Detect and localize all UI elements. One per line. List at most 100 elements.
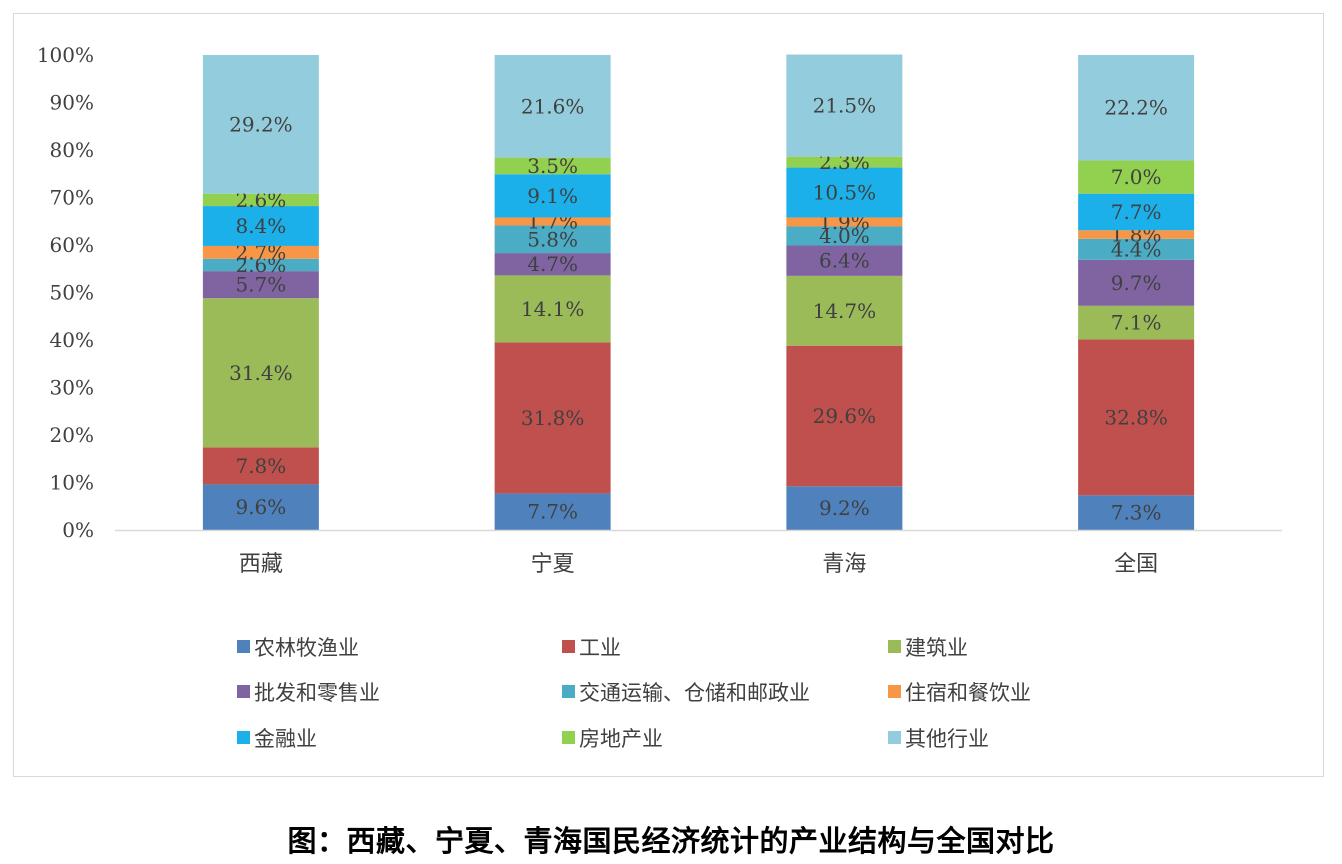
legend-label: 住宿和餐饮业: [905, 681, 1031, 705]
data-label: 7.7%: [1111, 200, 1162, 224]
y-tick-label: 70%: [50, 186, 94, 210]
bar-segment: [786, 54, 903, 157]
bar-segment: [1078, 495, 1195, 530]
bar-segment: [1078, 230, 1195, 239]
data-label: 9.6%: [235, 495, 286, 519]
data-label: 32.8%: [1104, 405, 1168, 429]
data-label: 21.5%: [813, 94, 877, 118]
x-category-label: 青海: [822, 552, 866, 577]
bar-segment: [494, 174, 611, 218]
data-label: 7.8%: [235, 454, 286, 478]
data-label: 7.1%: [1111, 311, 1162, 335]
bar-segment: [1078, 259, 1195, 306]
legend-label: 房地产业: [579, 727, 663, 751]
legend-label: 金融业: [254, 727, 317, 751]
bar-segment: [494, 217, 611, 226]
bar-segment: [202, 245, 319, 259]
bar-segment: [786, 226, 903, 246]
bar-segment: [494, 225, 611, 254]
bar-segment: [202, 447, 319, 485]
data-label: 3.5%: [527, 154, 578, 178]
y-tick-label: 40%: [50, 328, 94, 352]
legend-label: 建筑业: [905, 636, 968, 660]
data-label: 14.1%: [521, 297, 585, 321]
data-label: 14.7%: [813, 299, 877, 323]
legend-swatch: [562, 731, 575, 744]
legend-swatch: [237, 685, 250, 698]
bar-segment: [1078, 160, 1195, 194]
legend-swatch: [562, 640, 575, 653]
bar-segment: [786, 167, 903, 218]
data-label: 31.4%: [229, 361, 293, 385]
bar-segment: [202, 484, 319, 530]
bar-segment: [202, 55, 319, 194]
data-label: 8.4%: [235, 214, 286, 238]
bar-segment: [786, 275, 903, 346]
y-tick-label: 30%: [50, 376, 94, 400]
y-tick-label: 50%: [50, 281, 94, 305]
bar-segment: [202, 258, 319, 272]
bar-segment: [1078, 339, 1195, 496]
bar-segment: [1078, 238, 1195, 260]
bar-segment: [494, 342, 611, 494]
y-tick-label: 20%: [50, 423, 94, 447]
y-tick-label: 0%: [62, 518, 94, 542]
legend-label: 交通运输、仓储和邮政业: [579, 681, 810, 705]
bar-segment: [786, 217, 903, 227]
data-label: 10.5%: [813, 181, 877, 205]
figure-caption: 图：西藏、宁夏、青海国民经济统计的产业结构与全国对比: [287, 824, 1055, 858]
bar-segment: [494, 55, 611, 158]
data-label: 9.1%: [527, 184, 578, 208]
bar-segment: [786, 156, 903, 168]
legend-swatch: [888, 640, 901, 653]
data-label: 7.3%: [1111, 501, 1162, 525]
bar-segment: [494, 253, 611, 276]
data-label: 9.7%: [1111, 271, 1162, 295]
bar-segment: [202, 193, 319, 207]
y-tick-label: 60%: [50, 233, 94, 257]
x-category-label: 西藏: [239, 552, 283, 577]
data-label: 5.8%: [527, 227, 578, 251]
bar-segment: [494, 493, 611, 530]
data-label: 4.4%: [1111, 237, 1162, 261]
data-label: 29.6%: [813, 404, 877, 428]
bars: 9.6%7.8%31.4%5.7%2.6%2.7%8.4%2.6%29.2%7.…: [202, 54, 1195, 530]
bar-segment: [494, 157, 611, 175]
data-label: 31.8%: [521, 406, 585, 430]
x-category-label: 宁夏: [531, 552, 575, 577]
legend-label: 批发和零售业: [254, 681, 380, 705]
data-label: 22.2%: [1104, 96, 1168, 120]
legend-swatch: [237, 640, 250, 653]
y-tick-label: 80%: [50, 138, 94, 162]
y-tick-label: 10%: [50, 471, 94, 495]
legend-swatch: [888, 731, 901, 744]
data-label: 9.2%: [819, 496, 870, 520]
data-label: 7.0%: [1111, 165, 1162, 189]
legend-swatch: [888, 685, 901, 698]
y-axis: 0% 10% 20% 30% 40% 50% 60% 70% 80% 90% 100%: [37, 43, 94, 542]
bar-segment: [786, 245, 903, 276]
legend-swatch: [237, 731, 250, 744]
data-label: 29.2%: [229, 112, 293, 136]
y-tick-label: 100%: [37, 43, 94, 67]
x-category-label: 全国: [1114, 552, 1158, 577]
y-tick-label: 90%: [50, 91, 94, 115]
bar-segment: [1078, 55, 1195, 161]
x-axis: 西藏 宁夏 青海 全国: [115, 529, 1282, 577]
data-label: 6.4%: [819, 249, 870, 273]
data-label: 21.6%: [521, 94, 585, 118]
legend-swatch: [562, 685, 575, 698]
data-label: 7.7%: [527, 500, 578, 524]
bar-segment: [202, 298, 319, 448]
data-label: 4.7%: [527, 252, 578, 276]
bar-segment: [202, 206, 319, 246]
legend-label: 其他行业: [905, 727, 989, 751]
bar-segment: [202, 271, 319, 299]
bar-segment: [1078, 305, 1195, 340]
bar-segment: [786, 486, 903, 530]
bar-segment: [1078, 193, 1195, 231]
legend-label: 工业: [579, 636, 621, 660]
data-label: 4.0%: [819, 224, 870, 248]
